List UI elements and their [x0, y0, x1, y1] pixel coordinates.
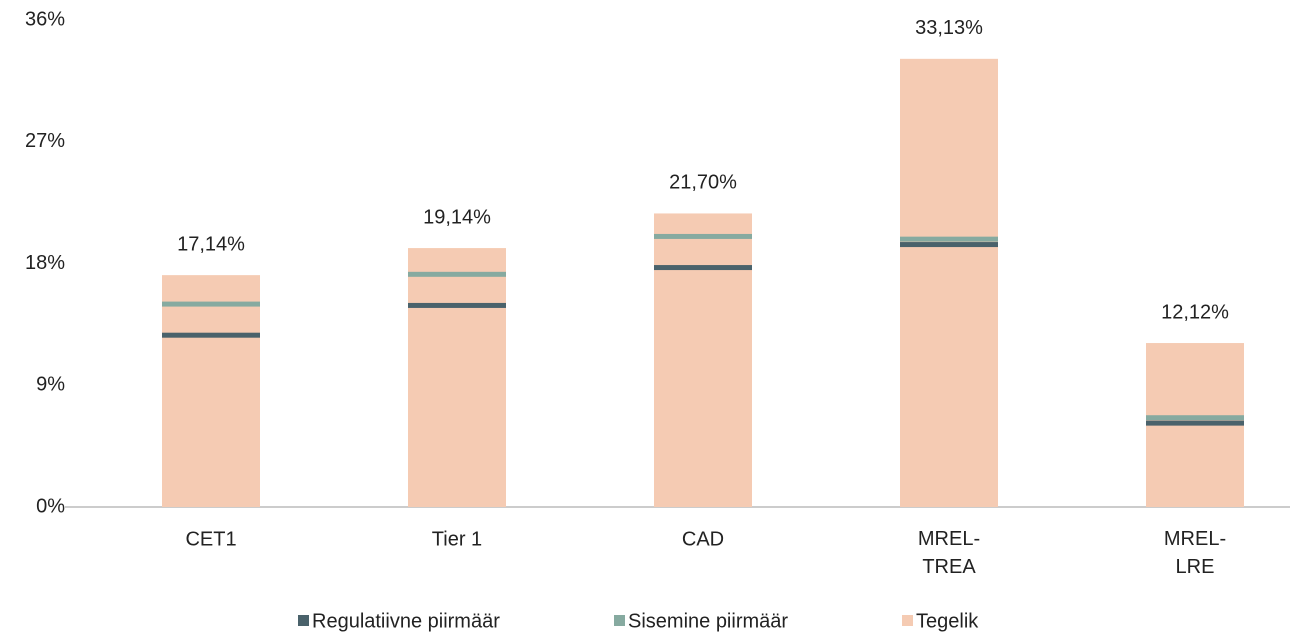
- threshold-marker: [1146, 415, 1244, 421]
- legend-label: Sisemine piirmäär: [628, 610, 788, 632]
- data-label: 17,14%: [177, 233, 245, 255]
- threshold-marker: [654, 265, 752, 271]
- y-tick-label: 18%: [25, 252, 65, 274]
- legend-label: Tegelik: [916, 610, 979, 632]
- y-tick-label: 36%: [25, 8, 65, 30]
- x-tick-label: CET1: [185, 528, 236, 550]
- x-tick-label: Tier 1: [432, 528, 482, 550]
- legend-label: Regulatiivne piirmäär: [312, 610, 500, 632]
- threshold-marker: [900, 242, 998, 248]
- data-label: 12,12%: [1161, 301, 1229, 323]
- bar: [408, 248, 506, 507]
- bar: [654, 213, 752, 508]
- legend-swatch: [298, 615, 309, 626]
- threshold-marker: [162, 332, 260, 338]
- threshold-marker: [162, 301, 260, 307]
- data-label: 21,70%: [669, 172, 737, 194]
- threshold-marker: [408, 271, 506, 277]
- threshold-marker: [408, 302, 506, 308]
- bar: [900, 58, 998, 508]
- data-label: 33,13%: [915, 17, 983, 39]
- threshold-marker: [654, 233, 752, 239]
- x-tick-label: CAD: [682, 528, 724, 550]
- y-tick-label: 27%: [25, 130, 65, 152]
- legend-swatch: [614, 615, 625, 626]
- x-tick-label: MREL-TREA: [918, 528, 980, 578]
- threshold-marker: [900, 236, 998, 242]
- bar: [162, 275, 260, 507]
- x-tick-label: MREL-LRE: [1164, 528, 1226, 578]
- y-tick-label: 0%: [36, 495, 65, 517]
- legend-swatch: [902, 615, 913, 626]
- threshold-marker: [1146, 420, 1244, 426]
- y-tick-label: 9%: [36, 374, 65, 396]
- data-label: 19,14%: [423, 206, 491, 228]
